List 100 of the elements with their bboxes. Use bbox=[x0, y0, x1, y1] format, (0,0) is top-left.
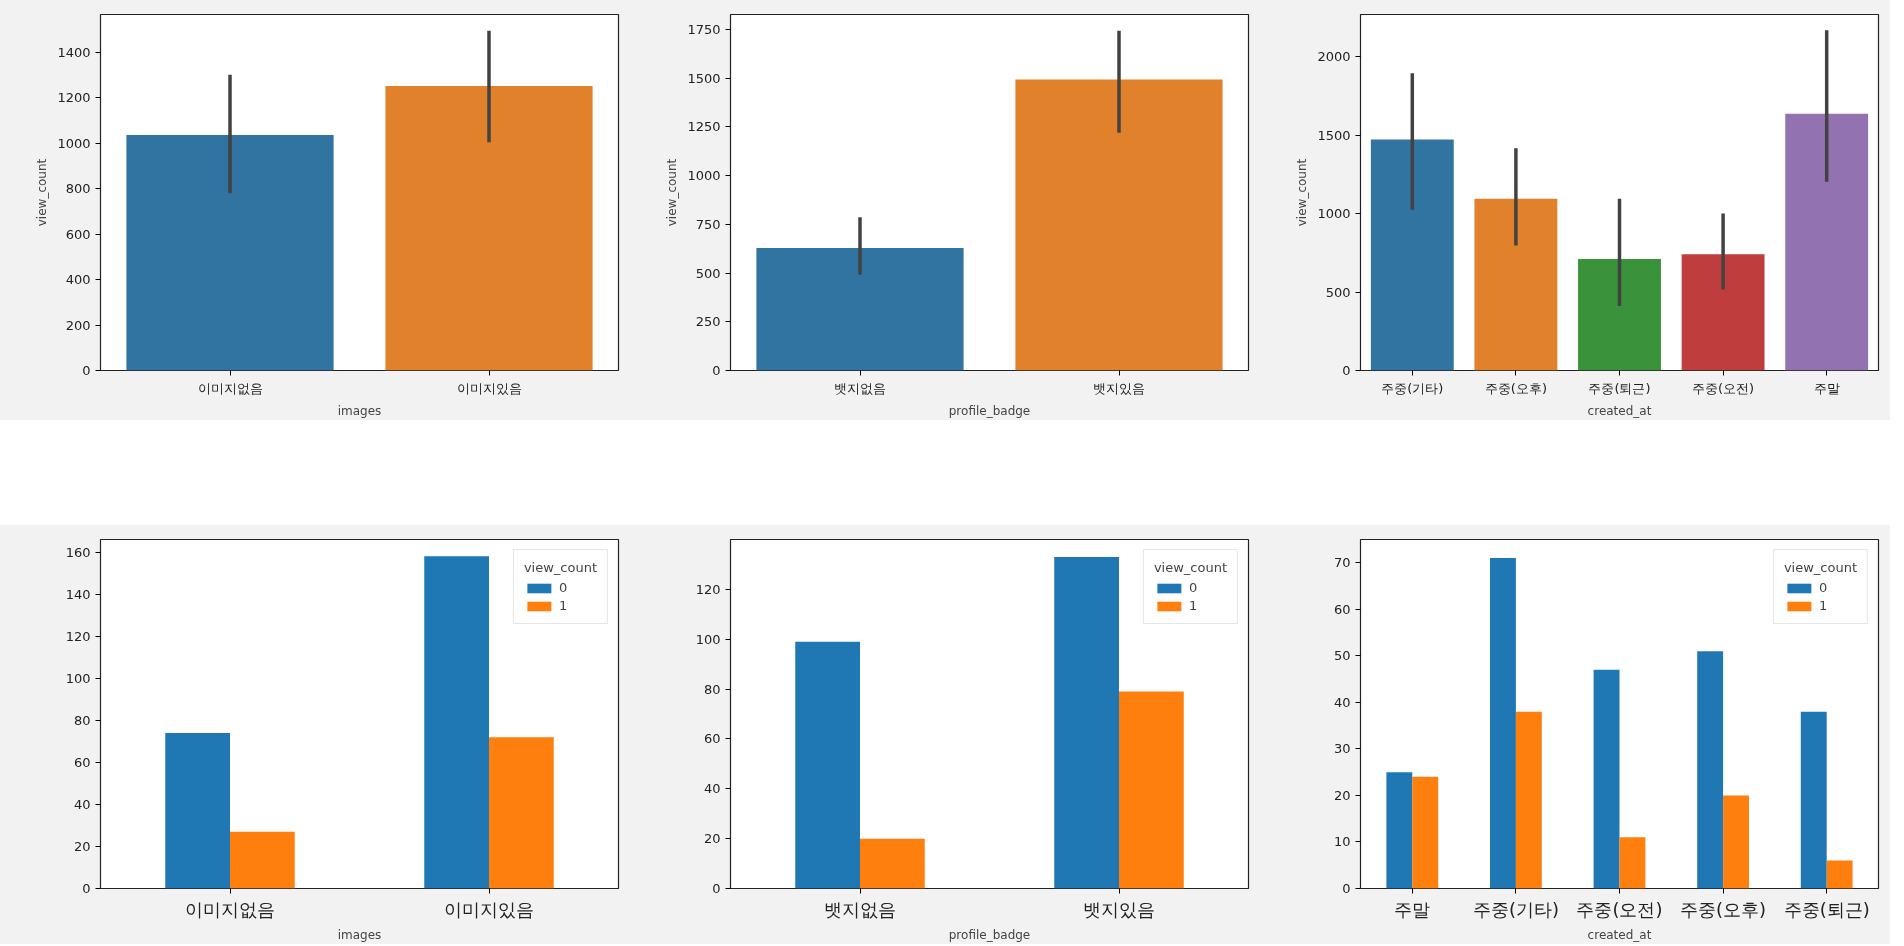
legend-label: 1 bbox=[1188, 598, 1199, 613]
y-tick-label: 1200 bbox=[57, 90, 91, 106]
y-axis-title: view_count bbox=[35, 158, 50, 227]
legend-label: 0 bbox=[1188, 580, 1199, 595]
bar bbox=[1723, 795, 1749, 889]
y-tick-label: 1000 bbox=[1317, 206, 1351, 222]
x-tick-label: 이미지있음 bbox=[456, 380, 522, 396]
y-tick-label: 20 bbox=[703, 831, 721, 847]
x-tick-label: 이미지없음 bbox=[185, 898, 275, 920]
bar bbox=[795, 641, 860, 889]
x-tick-label: 주중(퇴근) bbox=[1783, 898, 1870, 920]
y-tick-label: 70 bbox=[1333, 555, 1351, 571]
legend-title: view_count bbox=[1783, 560, 1857, 575]
x-tick-label: 뱃지있음 bbox=[1093, 380, 1145, 396]
y-tick-label: 120 bbox=[65, 628, 91, 644]
y-tick-label: 1750 bbox=[687, 22, 721, 37]
bar bbox=[489, 737, 554, 889]
bar bbox=[1785, 113, 1869, 371]
bar bbox=[1490, 558, 1516, 889]
y-tick-label: 0 bbox=[712, 881, 721, 896]
y-tick-label: 1400 bbox=[57, 44, 91, 60]
bar bbox=[1681, 254, 1765, 371]
x-axis-title: created_at bbox=[1587, 403, 1652, 418]
bar bbox=[1800, 711, 1827, 889]
y-tick-label: 160 bbox=[65, 544, 91, 560]
y-tick-label: 800 bbox=[65, 181, 91, 197]
x-tick-label: 주중(오후) bbox=[1680, 898, 1767, 920]
x-axis-title: profile_badge bbox=[948, 403, 1031, 418]
y-axis-title: view_count bbox=[1295, 158, 1310, 227]
y-tick-label: 600 bbox=[65, 226, 91, 242]
bar bbox=[1370, 139, 1454, 371]
y-tick-label: 120 bbox=[695, 581, 721, 597]
legend-title: view_count bbox=[1153, 560, 1227, 575]
x-tick-label: 뱃지없음 bbox=[834, 380, 886, 396]
y-tick-label: 40 bbox=[1333, 694, 1351, 710]
y-axis-title: view_count bbox=[665, 158, 680, 227]
y-tick-label: 0 bbox=[1342, 363, 1351, 378]
x-tick-label: 주중(기타) bbox=[1472, 898, 1559, 920]
y-tick-label: 50 bbox=[1333, 648, 1351, 664]
bar bbox=[1619, 837, 1646, 889]
y-tick-label: 750 bbox=[695, 216, 721, 232]
y-tick-label: 0 bbox=[712, 363, 721, 378]
y-tick-label: 400 bbox=[65, 272, 91, 288]
y-tick-label: 100 bbox=[695, 631, 721, 647]
bar bbox=[1412, 776, 1439, 889]
y-tick-label: 0 bbox=[82, 363, 91, 378]
y-tick-label: 500 bbox=[695, 265, 721, 281]
y-tick-label: 30 bbox=[1333, 741, 1351, 757]
x-axis-title: profile_badge bbox=[948, 927, 1031, 942]
y-tick-label: 200 bbox=[65, 317, 91, 333]
x-tick-label: 이미지없음 bbox=[197, 380, 263, 396]
y-tick-label: 140 bbox=[65, 586, 91, 602]
y-tick-label: 0 bbox=[82, 881, 91, 896]
y-tick-label: 100 bbox=[65, 670, 91, 686]
y-tick-label: 1000 bbox=[687, 168, 721, 184]
y-tick-label: 40 bbox=[703, 781, 721, 797]
x-axis-title: images bbox=[337, 403, 382, 418]
y-tick-label: 1500 bbox=[1317, 127, 1351, 143]
x-axis-title: images bbox=[337, 927, 382, 942]
legend-title: view_count bbox=[523, 560, 597, 575]
y-tick-label: 80 bbox=[703, 681, 721, 697]
x-tick-label: 주중(오전) bbox=[1576, 898, 1663, 920]
x-tick-label: 주중(오후) bbox=[1484, 380, 1547, 396]
bar bbox=[1578, 259, 1661, 371]
x-axis-title: created_at bbox=[1587, 927, 1652, 942]
x-tick-label: 주중(기타) bbox=[1381, 380, 1444, 396]
x-tick-label: 주말 bbox=[1394, 898, 1431, 920]
legend-label: 1 bbox=[1818, 598, 1829, 613]
y-tick-label: 80 bbox=[73, 712, 91, 728]
y-tick-label: 60 bbox=[703, 731, 721, 747]
bar bbox=[1826, 860, 1853, 889]
bar bbox=[1119, 691, 1184, 889]
x-tick-label: 이미지있음 bbox=[444, 898, 534, 920]
legend-label: 0 bbox=[558, 580, 569, 595]
x-tick-label: 뱃지없음 bbox=[824, 898, 896, 920]
bar bbox=[424, 556, 489, 889]
bar bbox=[230, 831, 295, 889]
y-tick-label: 250 bbox=[695, 314, 721, 330]
bar bbox=[165, 732, 230, 889]
bar bbox=[1593, 669, 1620, 889]
y-tick-label: 40 bbox=[73, 796, 91, 812]
legend-label: 1 bbox=[558, 598, 569, 613]
y-tick-label: 60 bbox=[73, 754, 91, 770]
y-tick-label: 60 bbox=[1333, 601, 1351, 617]
y-tick-label: 10 bbox=[1333, 834, 1351, 850]
y-tick-label: 20 bbox=[73, 838, 91, 854]
bar bbox=[860, 838, 925, 889]
y-tick-label: 1000 bbox=[57, 135, 91, 151]
bar bbox=[1386, 772, 1413, 889]
x-tick-label: 주중(오전) bbox=[1692, 380, 1755, 396]
y-tick-label: 20 bbox=[1333, 787, 1351, 803]
y-tick-label: 2000 bbox=[1317, 49, 1351, 65]
bar bbox=[1054, 556, 1119, 889]
x-tick-label: 주말 bbox=[1813, 380, 1840, 396]
x-tick-label: 주중(퇴근) bbox=[1588, 380, 1651, 396]
y-tick-label: 500 bbox=[1325, 284, 1351, 300]
y-tick-label: 1250 bbox=[687, 119, 721, 135]
y-tick-label: 1500 bbox=[687, 70, 721, 86]
bar bbox=[1474, 198, 1558, 371]
x-tick-label: 뱃지있음 bbox=[1083, 898, 1155, 920]
